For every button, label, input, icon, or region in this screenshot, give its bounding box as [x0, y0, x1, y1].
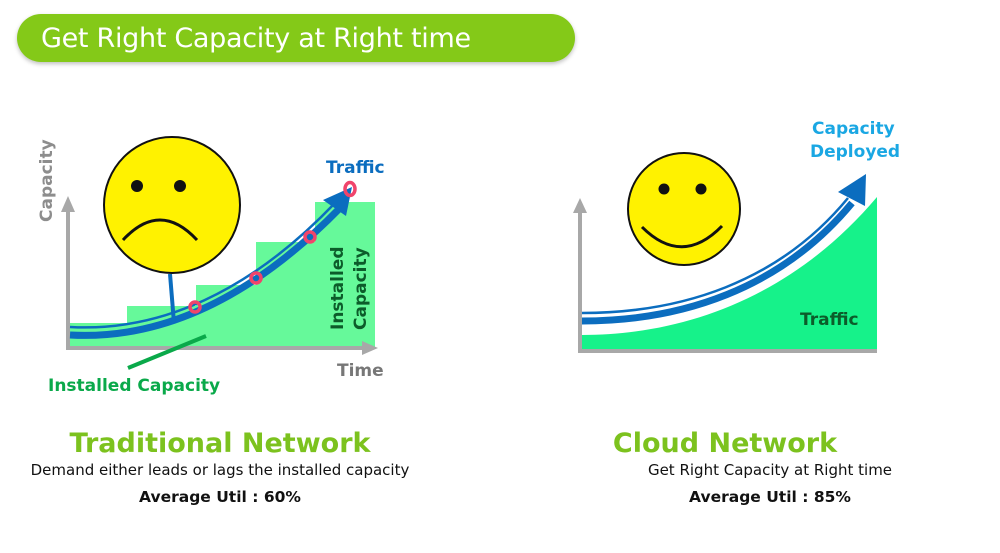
face-pointer [168, 273, 176, 324]
x-axis-label: Time [337, 361, 384, 381]
cloud-network-title: Cloud Network [612, 428, 838, 459]
capacity-deployed-arrow [581, 174, 866, 325]
installed-capacity-label: Installed Capacity [48, 376, 220, 396]
y-axis [573, 198, 587, 351]
sad-face-icon [103, 136, 241, 274]
installed-capacity-steps [68, 202, 375, 347]
capacity-deployed-label-2: Deployed [810, 142, 900, 162]
traffic-area [582, 197, 877, 350]
traffic-label: Traffic [326, 158, 385, 178]
capacity-deployed-label-1: Capacity [812, 119, 895, 139]
cloud-caption: Cloud Network Get Right Capacity at Righ… [610, 428, 930, 506]
traditional-caption: Traditional Network Demand either leads … [20, 428, 420, 506]
traffic-label: Traffic [800, 310, 859, 330]
page-title: Get Right Capacity at Right time [41, 23, 471, 54]
y-axis-label: Capacity [37, 139, 57, 222]
happy-face-icon [627, 152, 741, 266]
marker [188, 300, 202, 314]
cloud-chart: Capacity Deployed Traffic [573, 119, 900, 353]
x-axis [66, 341, 378, 355]
installed-vertical-label-1: Installed [328, 247, 348, 331]
y-axis [61, 196, 75, 348]
marker [249, 271, 263, 285]
cloud-network-description: Get Right Capacity at Right time [647, 461, 893, 479]
traditional-average-util: Average Util : 60% [139, 488, 301, 506]
installed-vertical-label-2: Capacity [351, 247, 371, 330]
traditional-chart: Capacity Time Traffic Installed Capacity… [37, 136, 385, 396]
traditional-network-description: Demand either leads or lags the installe… [30, 461, 410, 479]
marker [303, 230, 317, 244]
installed-capacity-pointer [127, 334, 207, 370]
cloud-average-util: Average Util : 85% [689, 488, 851, 506]
title-banner: Get Right Capacity at Right time [17, 14, 575, 62]
mismatch-markers [188, 180, 357, 314]
marker [343, 180, 357, 198]
traditional-network-title: Traditional Network [69, 428, 371, 459]
